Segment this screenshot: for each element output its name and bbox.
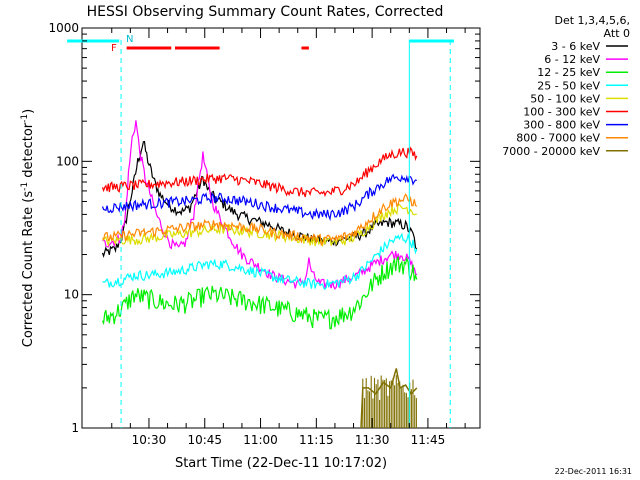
y-axis-label-end: ) — [21, 109, 36, 114]
legend-header-line-1: Det 1,3,4,5,6, — [554, 14, 630, 27]
y-axis-label-sup1: -1 — [20, 182, 30, 191]
y-tick-label-1000: 1000 — [48, 21, 79, 35]
y-axis-label: Corrected Count Rate (s-1 detector-1) — [20, 109, 36, 347]
legend-label-7: 300 - 800 keV — [523, 119, 600, 132]
legend-label-8: 800 - 7000 keV — [516, 132, 600, 145]
series-line-4 — [102, 232, 418, 291]
x-tick-label-1045: 10:45 — [187, 433, 222, 447]
legend-label-1: 3 - 6 keV — [551, 40, 600, 53]
series-line-1 — [101, 140, 418, 258]
x-tick-label-1100: 11:00 — [243, 433, 278, 447]
x-tick-label-1130: 11:30 — [355, 433, 390, 447]
night-marker-n: N — [126, 34, 133, 45]
y-tick-label-10: 10 — [64, 288, 79, 302]
y-axis-label-mid: detector — [21, 122, 36, 182]
legend-label-5: 50 - 100 keV — [530, 92, 600, 105]
y-tick-label-1: 1 — [71, 421, 79, 435]
legend-label-3: 12 - 25 keV — [537, 66, 600, 79]
legend-label-4: 25 - 50 keV — [537, 79, 600, 92]
chart-title: HESSI Observing Summary Count Rates, Cor… — [87, 4, 444, 20]
markers-layer: FN — [67, 34, 454, 428]
plot-area — [81, 27, 481, 429]
legend-header-line-2: Att 0 — [604, 27, 630, 40]
legend-label-9: 7000 - 20000 keV — [502, 145, 600, 158]
timestamp: 22-Dec-2011 16:31 — [555, 467, 632, 476]
series-layer — [101, 120, 418, 429]
series-line-6 — [101, 146, 418, 198]
x-tick-label-1115: 11:15 — [299, 433, 334, 447]
x-tick-label-1145: 11:45 — [411, 433, 446, 447]
axes-layer: 1 10 100 1000 10:30 10:45 11:00 11:15 11:30 11:45 — [48, 21, 480, 447]
y-tick-label-100: 100 — [56, 154, 79, 168]
x-tick-label-1030: 10:30 — [132, 433, 167, 447]
flare-marker-f: F — [111, 43, 117, 54]
x-axis-label: Start Time (22-Dec-11 10:17:02) — [175, 456, 387, 471]
series-line-5 — [101, 203, 417, 248]
y-axis-label-sup2: -1 — [20, 114, 30, 123]
legend-label-2: 6 - 12 keV — [544, 53, 600, 66]
y-axis-label-main: Corrected Count Rate (s — [21, 191, 36, 348]
series-line-7 — [101, 173, 417, 222]
series-line-8 — [102, 193, 418, 247]
legend-label-6: 100 - 300 keV — [523, 106, 600, 119]
series-line-3 — [101, 256, 418, 330]
